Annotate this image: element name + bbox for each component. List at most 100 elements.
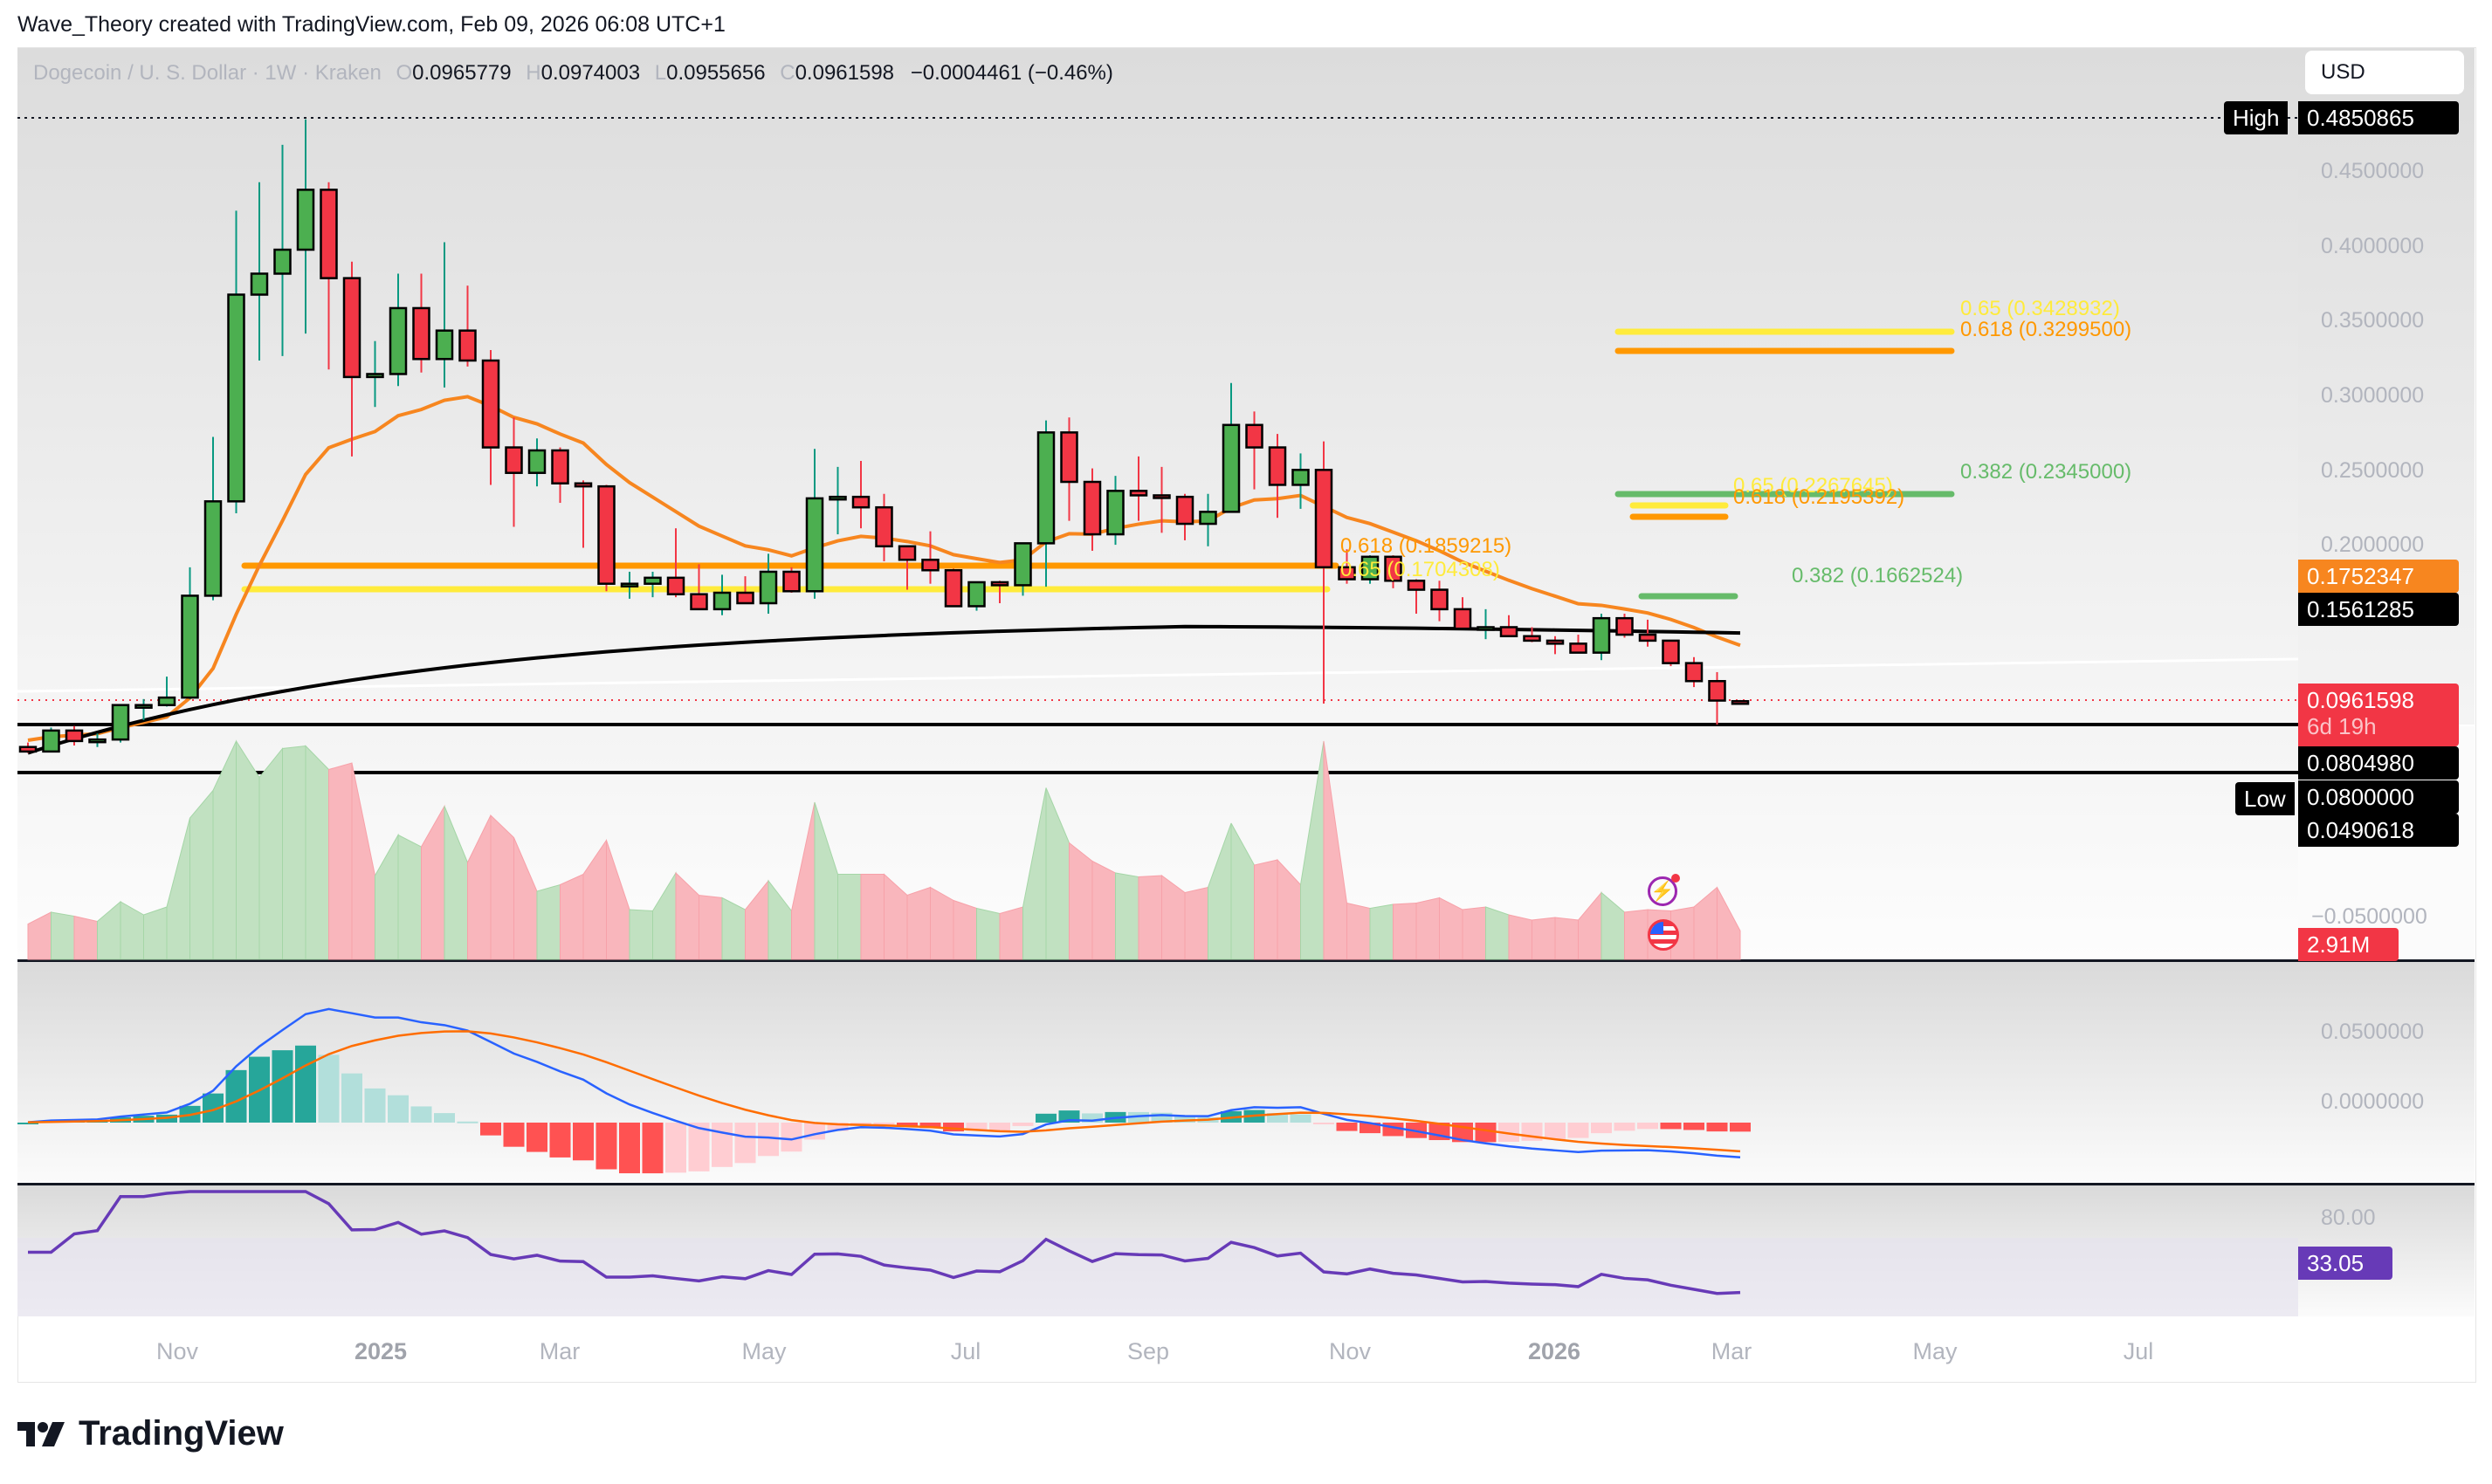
pane-separator[interactable] xyxy=(17,959,2475,962)
candle xyxy=(1222,382,1241,513)
candle xyxy=(805,449,824,599)
candle xyxy=(644,571,662,598)
candle xyxy=(1545,636,1565,655)
candle xyxy=(574,480,593,548)
candle xyxy=(666,528,685,598)
candle xyxy=(366,340,384,408)
candle xyxy=(273,144,292,356)
time-label: 2026 xyxy=(1527,1338,1581,1364)
oscillator-value-tag: 0.0490618 xyxy=(2298,814,2459,847)
tradingview-brand[interactable]: TradingView xyxy=(17,1414,284,1453)
candle xyxy=(342,261,361,457)
candle xyxy=(851,460,871,529)
candle xyxy=(18,742,38,753)
ema-black-line xyxy=(27,624,1741,755)
fib-label: 0.382 (0.2345000) xyxy=(1960,460,2132,484)
symbol-title[interactable]: Dogecoin / U. S. Dollar · 1W · Kraken xyxy=(33,61,382,85)
time-label: May xyxy=(1912,1338,1958,1364)
candle xyxy=(1314,441,1333,704)
fib-label: 0.618 (0.2195392) xyxy=(1733,485,1905,509)
candle xyxy=(134,698,153,720)
fib-label: 0.65 (0.1704308) xyxy=(1340,558,1500,581)
low-label: L xyxy=(654,61,667,85)
time-label: Nov xyxy=(155,1338,199,1364)
time-label: Mar xyxy=(1711,1338,1752,1364)
candle xyxy=(597,484,616,592)
macd-pane[interactable] xyxy=(17,962,2298,1183)
rsi-value-tag: 33.05 xyxy=(2298,1247,2392,1280)
candle xyxy=(111,704,130,743)
low-price-tag: 0.0800000 xyxy=(2298,780,2459,814)
rsi-band xyxy=(17,1238,2298,1316)
candle xyxy=(1477,608,1495,640)
currency-button[interactable]: USD xyxy=(2305,51,2464,94)
candle xyxy=(782,567,801,593)
time-label: Sep xyxy=(1126,1338,1170,1364)
candle xyxy=(712,574,732,615)
candle xyxy=(1036,420,1056,587)
candle xyxy=(42,727,60,753)
candle xyxy=(157,677,176,707)
macd-tick: 0.0500000 xyxy=(2321,1020,2425,1044)
macd-axis[interactable] xyxy=(2298,962,2475,1183)
signal-line xyxy=(27,1030,1741,1153)
tradingview-logo-icon xyxy=(17,1421,65,1446)
candle xyxy=(1268,434,1287,519)
last-price-value: 0.0961598 xyxy=(2307,687,2414,713)
candle xyxy=(527,438,547,487)
change-value: −0.0004461 (−0.46%) xyxy=(910,61,1113,85)
candle xyxy=(1199,493,1217,546)
notification-dot-icon xyxy=(1671,874,1680,883)
price-tick: 0.2000000 xyxy=(2321,532,2425,557)
high-value: 0.0974003 xyxy=(540,61,641,85)
candle xyxy=(1499,615,1518,638)
candle xyxy=(875,493,893,561)
lightning-event-icon[interactable]: ⚡ xyxy=(1648,874,1680,906)
candle xyxy=(1615,614,1634,638)
candle xyxy=(203,436,223,601)
candle xyxy=(320,182,338,370)
fib-label: 0.618 (0.1859215) xyxy=(1340,534,1512,558)
last-price-tag: 0.0961598 6d 19h xyxy=(2298,684,2459,746)
candle xyxy=(1360,555,1380,584)
open-label: O xyxy=(396,61,413,85)
candle xyxy=(65,725,84,746)
ema-black-tag: 0.1561285 xyxy=(2298,593,2459,626)
symbol-legend[interactable]: Dogecoin / U. S. Dollar · 1W · Kraken O 0… xyxy=(33,61,1113,86)
candle xyxy=(296,119,315,334)
candle xyxy=(1453,597,1472,630)
price-tick: 0.3000000 xyxy=(2321,383,2425,408)
candle xyxy=(921,531,940,584)
rsi-tick: 80.00 xyxy=(2321,1206,2376,1230)
candle xyxy=(1175,493,1194,540)
bar-countdown: 6d 19h xyxy=(2307,713,2377,739)
candle xyxy=(1129,456,1148,521)
candle xyxy=(1384,555,1402,588)
price-pane[interactable] xyxy=(17,48,2298,725)
price-tick: 0.4000000 xyxy=(2321,234,2425,258)
candle xyxy=(1014,542,1032,596)
candle xyxy=(1684,656,1704,688)
candle xyxy=(1060,417,1078,521)
candle xyxy=(1291,453,1310,509)
time-label: Nov xyxy=(1328,1338,1372,1364)
candle xyxy=(227,210,245,514)
low-value: 0.0955656 xyxy=(666,61,766,85)
candle xyxy=(1153,466,1171,533)
fib-label: 0.65 (0.2267645) xyxy=(1733,474,1893,498)
macd-tick: 0.0000000 xyxy=(2321,1089,2425,1114)
price-tick: 0.3500000 xyxy=(2321,308,2425,333)
support-tag: 0.0804980 xyxy=(2298,746,2459,780)
time-axis-corner xyxy=(2298,1316,2475,1381)
candle xyxy=(1245,411,1263,490)
candle xyxy=(736,576,754,605)
candle xyxy=(1106,476,1125,546)
candle xyxy=(458,285,477,367)
pane-separator[interactable] xyxy=(17,1183,2475,1185)
candle xyxy=(88,733,107,747)
candle xyxy=(1662,639,1680,667)
us-flag-event-icon[interactable] xyxy=(1648,919,1679,951)
candle xyxy=(990,581,1009,604)
fib-label: 0.65 (0.3428932) xyxy=(1960,297,2120,320)
